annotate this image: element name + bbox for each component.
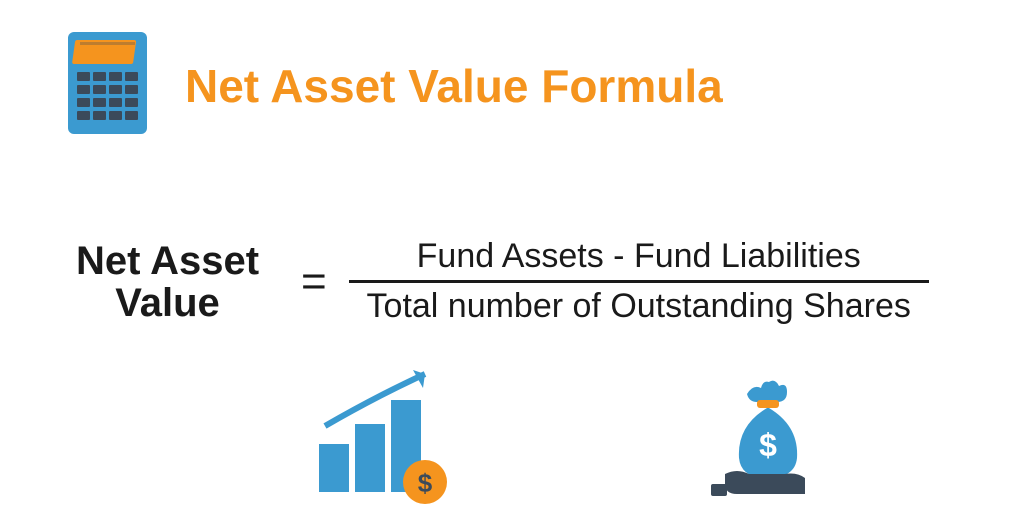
formula-lhs-line1: Net Asset xyxy=(76,239,259,283)
svg-text:$: $ xyxy=(418,468,433,498)
formula: Net Asset Value = Fund Assets - Fund Lia… xyxy=(0,233,1024,330)
formula-numerator: Fund Assets - Fund Liabilities xyxy=(405,233,873,280)
formula-lhs: Net Asset Value xyxy=(50,240,285,324)
money-bag-icon: $ xyxy=(697,366,837,511)
equals-sign: = xyxy=(301,257,327,307)
growth-chart-icon: $ xyxy=(307,366,467,511)
header: Net Asset Value Formula xyxy=(0,0,1024,143)
svg-text:$: $ xyxy=(759,427,777,463)
calculator-icon xyxy=(60,28,155,143)
page-title: Net Asset Value Formula xyxy=(185,59,723,113)
formula-fraction: Fund Assets - Fund Liabilities Total num… xyxy=(349,233,929,330)
formula-denominator: Total number of Outstanding Shares xyxy=(355,283,923,330)
formula-lhs-line2: Value xyxy=(115,281,220,325)
illustration-row: $ $ xyxy=(0,366,1024,511)
